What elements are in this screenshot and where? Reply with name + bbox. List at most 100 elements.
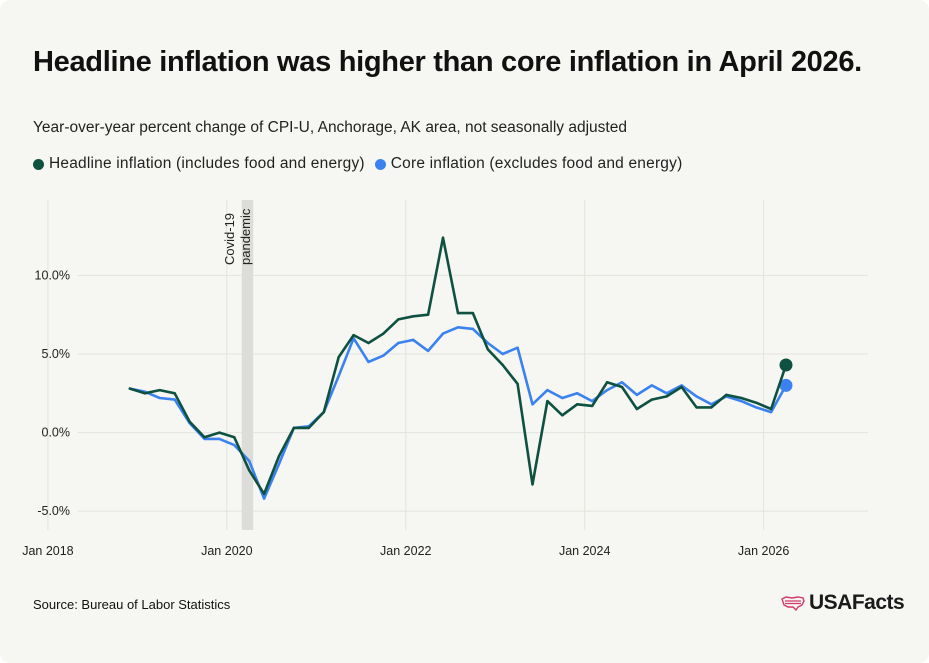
data-point-headline	[680, 385, 683, 389]
data-point-headline	[367, 341, 370, 345]
end-point-core	[779, 378, 793, 392]
legend-label-headline: Headline inflation (includes food and en…	[49, 155, 365, 172]
series-line-core	[128, 325, 788, 500]
data-point-core	[173, 398, 176, 401]
data-point-core	[710, 403, 713, 406]
data-point-headline	[441, 236, 445, 239]
data-point-core	[590, 399, 594, 403]
y-tick-label: 0.0%	[42, 426, 71, 440]
chart-subtitle: Year-over-year percent change of CPI-U, …	[33, 119, 627, 136]
data-point-headline	[710, 406, 713, 409]
data-point-headline	[725, 393, 728, 397]
data-point-core	[576, 392, 579, 395]
pandemic-annotation: Covid-19pandemic	[222, 208, 253, 265]
data-point-core	[635, 393, 639, 397]
usafacts-logo: USAFacts	[781, 591, 905, 615]
data-point-headline	[352, 333, 355, 337]
data-point-core	[367, 360, 370, 364]
data-point-core	[158, 396, 161, 400]
data-point-core	[248, 459, 251, 463]
legend-swatch-core	[374, 158, 386, 170]
data-point-core	[531, 403, 534, 406]
pandemic-band	[241, 200, 254, 530]
data-point-headline	[292, 426, 296, 430]
data-point-headline	[143, 392, 147, 395]
data-point-headline	[412, 315, 415, 318]
x-tick-label: Jan 2022	[380, 544, 431, 558]
data-point-headline	[173, 392, 176, 395]
data-point-core	[412, 338, 415, 342]
data-point-core	[471, 327, 475, 331]
data-point-headline	[322, 410, 325, 414]
data-point-headline	[188, 420, 191, 423]
legend-label-core: Core inflation (excludes food and energy…	[390, 155, 683, 172]
data-point-core	[665, 392, 668, 395]
data-point-core	[456, 326, 460, 329]
y-tick-label: 5.0%	[42, 347, 71, 361]
data-point-headline	[233, 436, 236, 439]
data-point-headline	[203, 436, 206, 439]
chart-legend: Headline inflation (includes food and en…	[33, 155, 692, 173]
data-point-headline	[576, 403, 579, 406]
x-tick-label: Jan 2024	[559, 544, 610, 558]
data-point-headline	[620, 385, 624, 389]
data-point-headline	[397, 318, 400, 321]
data-point-core	[516, 346, 519, 349]
data-point-core	[740, 399, 743, 403]
data-point-core	[397, 341, 400, 345]
data-point-headline	[754, 401, 758, 404]
data-point-core	[546, 388, 549, 392]
grid-layer	[47, 200, 868, 530]
data-point-headline	[262, 492, 266, 496]
data-point-core	[277, 462, 281, 466]
data-point-core	[605, 388, 609, 392]
data-point-headline	[456, 311, 460, 315]
end-point-headline	[779, 358, 793, 372]
data-point-core	[262, 497, 266, 500]
usa-flag-map-icon	[781, 596, 805, 611]
data-point-headline	[128, 387, 132, 390]
data-point-core	[233, 443, 236, 447]
source-note: Source: Bureau of Labor Statistics	[33, 597, 231, 612]
data-point-core	[695, 395, 698, 398]
legend-item-headline: Headline inflation (includes food and en…	[33, 155, 365, 173]
axis-layer: -5.0% 0.0% 5.0% 10.0% Jan 2018 Jan 2020 Jan 20…	[22, 268, 789, 558]
data-point-headline	[382, 332, 385, 335]
data-point-headline	[740, 396, 743, 400]
x-tick-label: Jan 2020	[201, 544, 252, 558]
data-point-headline	[650, 398, 653, 401]
data-point-core	[382, 354, 385, 357]
data-point-core	[218, 437, 221, 441]
data-point-core	[754, 406, 758, 409]
pandemic-annotation-line: pandemic	[238, 208, 253, 265]
data-point-headline	[307, 426, 311, 430]
data-point-headline	[561, 414, 564, 417]
x-tick-label: Jan 2018	[22, 544, 73, 558]
data-point-headline	[665, 395, 668, 398]
logo-text: USAFacts	[809, 591, 905, 614]
data-point-headline	[695, 406, 698, 409]
legend-swatch-headline	[33, 158, 44, 170]
data-point-core	[769, 410, 773, 414]
data-point-core	[441, 332, 445, 335]
data-point-headline	[277, 454, 281, 458]
data-point-core	[501, 352, 504, 356]
data-point-core	[486, 341, 489, 345]
y-tick-label: 10.0%	[35, 268, 70, 282]
data-point-core	[337, 374, 340, 378]
data-point-headline	[605, 381, 609, 384]
pandemic-annotation-line: Covid-19	[222, 213, 237, 265]
data-point-headline	[337, 355, 340, 359]
data-point-headline	[426, 313, 430, 316]
data-point-core	[650, 384, 653, 387]
data-point-headline	[531, 483, 534, 486]
data-point-headline	[635, 407, 639, 411]
data-point-core	[561, 396, 564, 400]
series-layer	[128, 236, 793, 500]
data-point-headline	[516, 382, 519, 386]
data-point-headline	[248, 469, 251, 472]
pandemic-band-layer: Covid-19pandemic	[222, 200, 254, 530]
x-tick-label: Jan 2026	[738, 544, 789, 558]
data-point-headline	[471, 311, 475, 315]
